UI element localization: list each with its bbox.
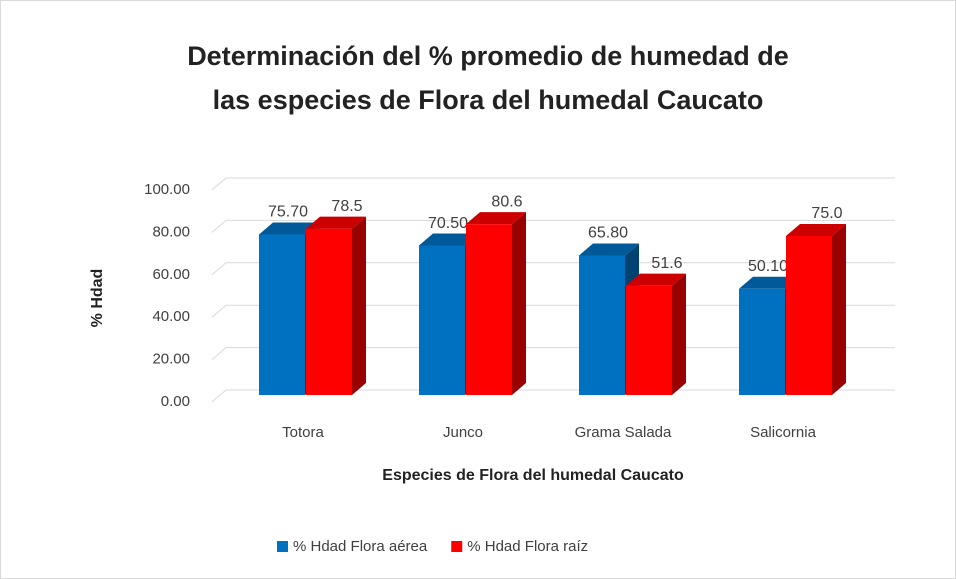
bar-side [512,212,526,395]
chart-title: Determinación del % promedio de humedad … [187,41,789,71]
bar-top [466,212,526,225]
x-tick-label: Salicornia [750,424,817,441]
legend-label: % Hdad Flora raíz [467,538,588,555]
bar-top [786,224,846,236]
data-label: 75.0 [811,205,842,222]
bar-side [352,216,366,395]
y-tick-label: 60.00 [152,266,190,283]
data-label: 80.6 [491,193,522,210]
bar-front [466,224,512,395]
bar-top [306,216,366,229]
y-tick-label: 0.00 [161,393,190,410]
data-label: 75.70 [268,204,308,221]
bar-front [786,236,832,395]
x-tick-label: Totora [282,424,324,441]
bar-front [626,285,672,395]
grid-line [211,177,895,191]
bar [306,216,366,395]
y-tick-label: 20.00 [152,351,190,368]
chart-title: las especies de Flora del humedal Caucat… [213,85,764,115]
legend-label: % Hdad Flora aérea [293,538,428,555]
bar-side [672,273,686,395]
bar-top [419,233,479,246]
bar [786,224,846,395]
y-tick-label: 40.00 [152,308,190,325]
bar-top [259,222,319,235]
bar-front [306,228,352,395]
bar-front [579,255,625,395]
data-label: 65.80 [588,225,628,242]
x-axis-title: Especies de Flora del humedal Caucato [382,467,684,484]
data-label: 78.5 [331,198,362,215]
data-label: 70.50 [428,215,468,232]
y-tick-label: 80.00 [152,223,190,240]
x-tick-label: Grama Salada [575,424,672,441]
bar-front [259,234,305,395]
y-axis-title: % Hdad [89,269,106,328]
grid-line [211,262,895,276]
legend-swatch [451,541,463,552]
bar-front [739,288,785,395]
bar-top [739,276,799,289]
bar-top [626,273,686,286]
data-label: 51.6 [651,255,682,272]
grid-line [211,219,895,233]
data-label: 50.10 [748,258,788,275]
x-tick-label: Junco [443,424,483,441]
bar [466,212,526,395]
y-tick-label: 100.00 [144,181,190,198]
bar-top [579,243,639,256]
bar-front [419,245,465,395]
bar [626,273,686,395]
bar-side [832,224,846,395]
legend-swatch [277,541,288,552]
